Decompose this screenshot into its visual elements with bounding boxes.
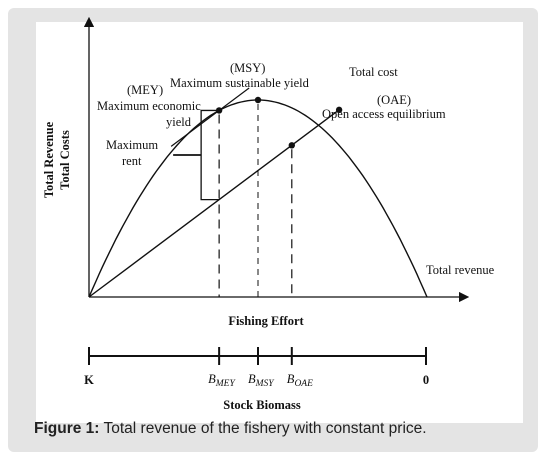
max-rent-label-2: rent <box>122 154 142 168</box>
oae-text-label: Open access equilibrium <box>322 107 446 121</box>
mey-abbr-label: (MEY) <box>127 83 163 97</box>
biomass-label-zero: 0 <box>423 373 429 387</box>
biomass-label-boae: BOAE <box>287 372 313 389</box>
total-cost-line <box>88 109 340 298</box>
mey-tangent-line <box>170 87 250 147</box>
oae-point <box>288 142 295 149</box>
biomass-label-bmey: BMEY <box>208 372 236 389</box>
total-cost-end-dot <box>335 106 343 114</box>
figure-frame <box>8 8 538 452</box>
total-revenue-label: Total revenue <box>426 263 495 277</box>
msy-text-label: Maximum sustainable yield <box>170 76 310 90</box>
total-cost-label: Total cost <box>349 65 398 79</box>
biomass-axis-title: Stock Biomass <box>223 398 301 412</box>
x-axis-title: Fishing Effort <box>228 314 304 328</box>
y-axis-title-line1: Total Revenue <box>42 121 56 198</box>
figure-caption: Figure 1: Total revenue of the fishery w… <box>34 420 427 438</box>
figure-caption-prefix: Figure 1: <box>34 420 100 437</box>
biomass-label-bmsy: BMSY <box>248 372 275 389</box>
oae-abbr-label: (OAE) <box>377 93 411 107</box>
max-rent-label-1: Maximum <box>106 138 158 152</box>
figure-caption-text: Total revenue of the fishery with consta… <box>103 420 427 437</box>
msy-point <box>254 96 262 104</box>
msy-abbr-label: (MSY) <box>230 61 265 75</box>
biomass-label-k: K <box>84 373 94 387</box>
y-axis-title-line2: Total Costs <box>58 130 72 190</box>
mey-text-label-2: yield <box>166 115 192 129</box>
mey-text-label-1: Maximum economic <box>97 99 201 113</box>
maximum-rent-bracket <box>200 109 220 201</box>
